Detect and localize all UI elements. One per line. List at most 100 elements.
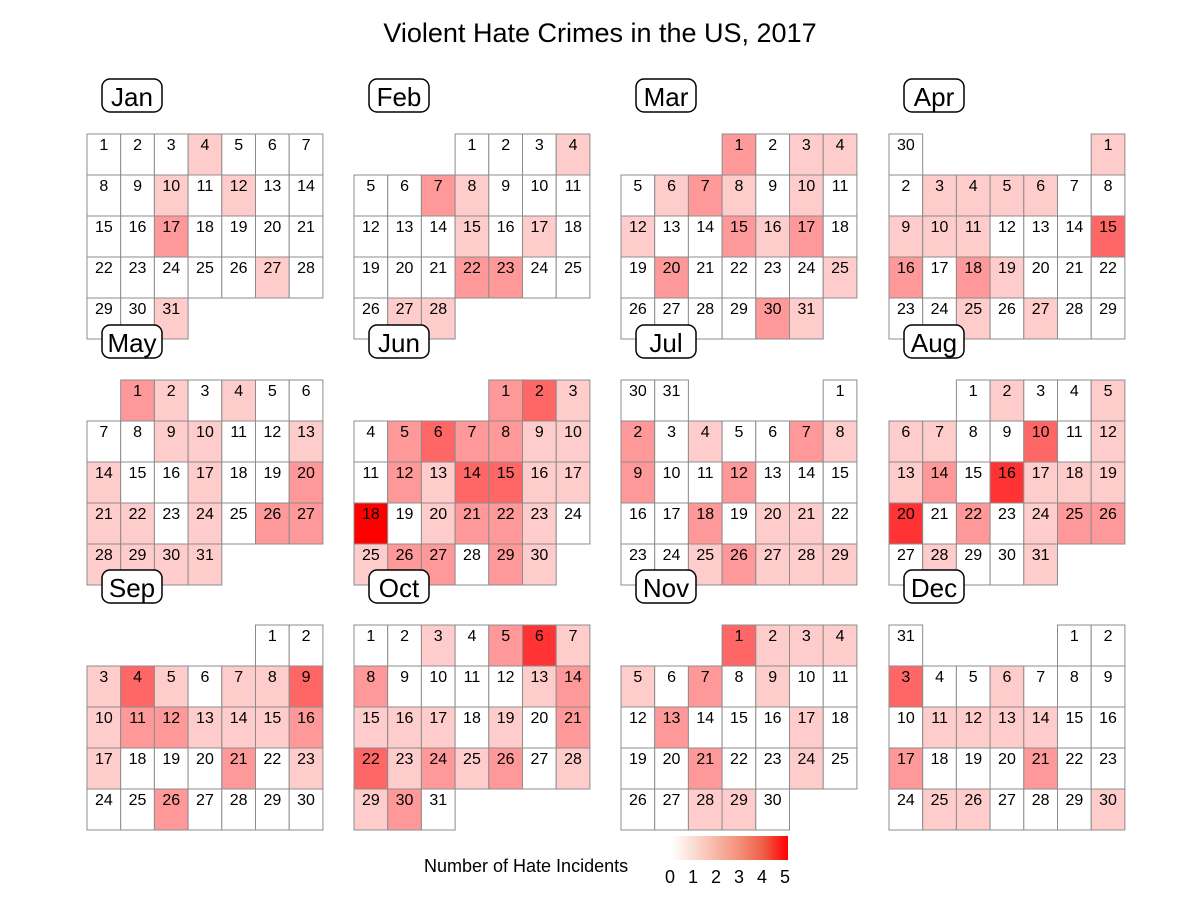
day-cell [654,379,689,422]
day-cell [288,133,324,176]
day-cell [387,502,422,545]
day-cell [454,461,490,504]
day-number: 10 [1032,424,1050,441]
day-number: 2 [1104,628,1113,645]
day-number: 7 [99,424,108,441]
day-cell [1023,379,1058,422]
day-number: 26 [964,792,982,809]
month-label: May [107,328,156,358]
day-number: 11 [697,465,714,482]
day-number: 4 [836,137,845,154]
day-cell [755,624,790,667]
day-number: 18 [463,710,481,727]
day-number: 15 [730,219,748,236]
day-number: 10 [564,424,582,441]
day-cell [353,788,389,831]
day-cell [955,215,991,258]
day-number: 26 [162,792,180,809]
day-number: 5 [969,669,978,686]
day-number: 14 [1065,219,1083,236]
day-cell [522,379,557,422]
day-number: 13 [998,710,1016,727]
day-number: 26 [263,506,281,523]
day-number: 17 [530,219,548,236]
day-number: 26 [629,792,647,809]
day-number: 21 [931,506,949,523]
day-number: 14 [230,710,248,727]
day-number: 17 [897,751,915,768]
day-number: 18 [931,751,949,768]
day-number: 7 [701,178,710,195]
day-cell [822,133,858,176]
day-cell [221,256,257,299]
day-cell [153,502,189,545]
day-number: 4 [1070,383,1079,400]
day-cell [989,747,1025,790]
day-number: 19 [1099,465,1117,482]
day-number: 15 [1099,219,1117,236]
month-label: Nov [643,573,689,603]
day-number: 26 [629,301,647,318]
day-number: 2 [133,137,142,154]
day-number: 11 [965,219,982,236]
month-label: Sep [109,573,155,603]
day-number: 13 [1032,219,1050,236]
day-number: 7 [302,137,311,154]
day-cell [555,461,591,504]
day-number: 19 [629,260,647,277]
day-number: 1 [366,628,375,645]
day-number: 13 [530,669,548,686]
day-cell [955,788,991,831]
day-number: 21 [696,751,714,768]
day-number: 18 [964,260,982,277]
day-number: 31 [663,383,681,400]
day-number: 12 [629,219,647,236]
day-number: 8 [268,669,277,686]
day-number: 22 [1099,260,1117,277]
day-number: 12 [497,669,515,686]
day-number: 17 [1032,465,1050,482]
day-cell [989,665,1025,708]
day-number: 15 [497,465,515,482]
day-number: 12 [730,465,748,482]
day-cell [955,502,991,545]
day-cell [488,133,523,176]
day-cell [454,543,490,586]
day-number: 24 [196,506,214,523]
day-cell [755,706,790,749]
day-number: 12 [263,424,281,441]
day-number: 20 [897,506,915,523]
day-number: 24 [162,260,180,277]
day-number: 17 [663,506,681,523]
day-number: 28 [564,751,582,768]
day-cell [221,747,257,790]
day-number: 26 [1099,506,1117,523]
day-cell [687,665,723,708]
day-cell [654,788,689,831]
day-number: 14 [797,465,815,482]
day-cell [687,174,723,217]
day-number: 22 [497,506,515,523]
day-cell [522,174,557,217]
day-number: 15 [362,710,380,727]
day-number: 8 [969,424,978,441]
day-number: 5 [1002,178,1011,195]
month-label: Apr [914,82,955,112]
day-number: 10 [797,178,815,195]
day-cell [420,256,456,299]
day-number: 30 [530,547,548,564]
day-cell [522,461,557,504]
day-number: 3 [569,383,578,400]
day-number: 9 [535,424,544,441]
day-number: 24 [1032,506,1050,523]
day-number: 16 [764,219,782,236]
day-cell [721,133,757,176]
day-number: 24 [931,301,949,318]
day-number: 3 [200,383,209,400]
day-number: 17 [797,219,815,236]
day-cell [555,174,591,217]
day-number: 23 [297,751,315,768]
